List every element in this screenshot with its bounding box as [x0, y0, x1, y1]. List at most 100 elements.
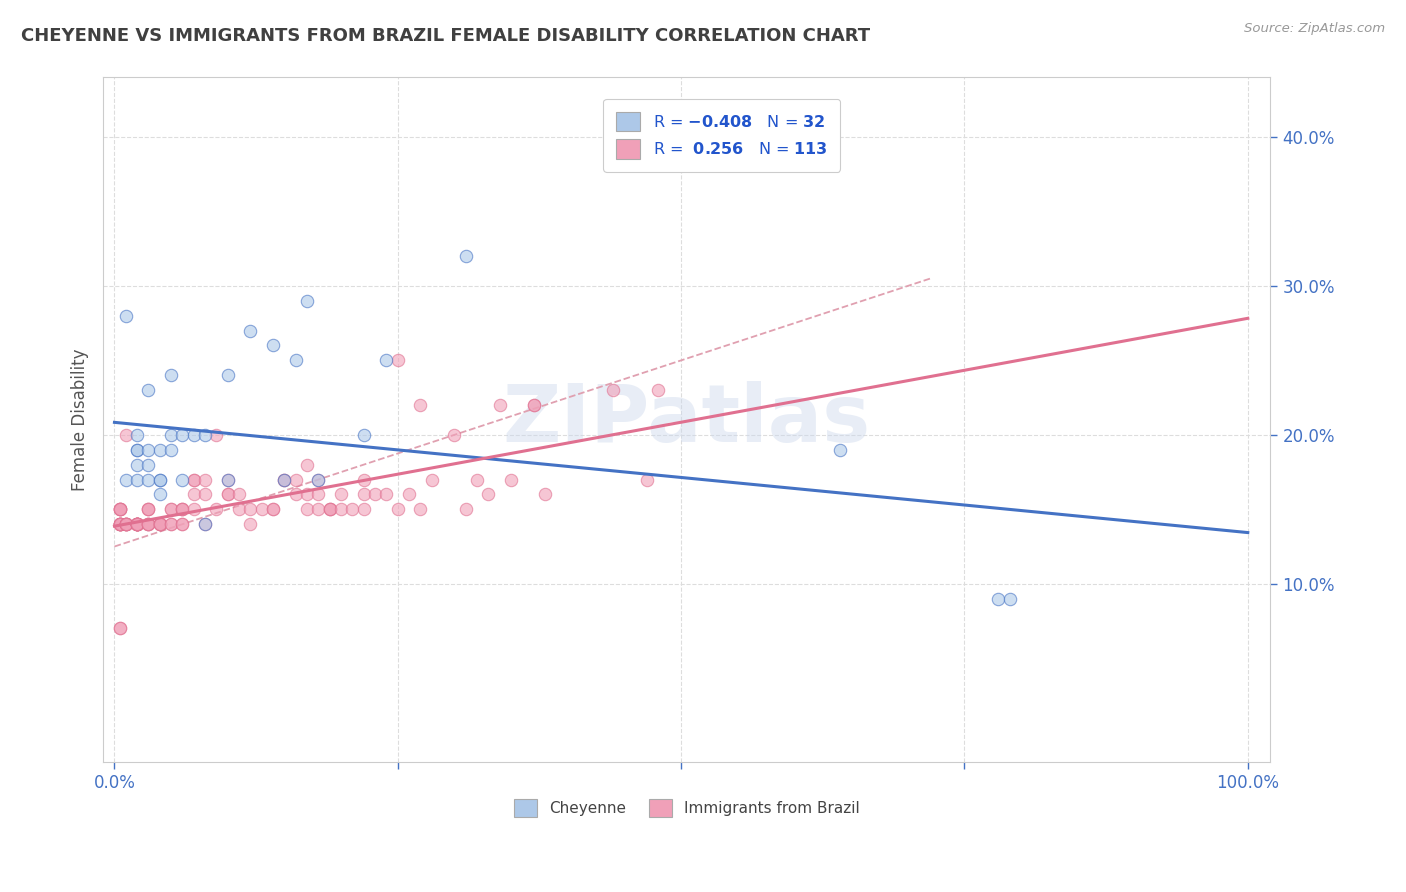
- Point: [239, 324, 262, 338]
- Point: [217, 487, 239, 501]
- Point: [183, 473, 205, 487]
- Point: [114, 309, 136, 323]
- Point: [194, 427, 217, 442]
- Point: [138, 517, 160, 532]
- Point: [398, 487, 420, 501]
- Point: [127, 517, 149, 532]
- Point: [138, 442, 160, 457]
- Point: [330, 487, 353, 501]
- Point: [183, 473, 205, 487]
- Point: [108, 517, 131, 532]
- Point: [172, 517, 194, 532]
- Point: [160, 502, 183, 516]
- Point: [127, 458, 149, 472]
- Point: [465, 473, 488, 487]
- Point: [375, 353, 398, 368]
- Point: [160, 517, 183, 532]
- Point: [205, 427, 228, 442]
- Point: [108, 502, 131, 516]
- Point: [228, 502, 250, 516]
- Text: CHEYENNE VS IMMIGRANTS FROM BRAZIL FEMALE DISABILITY CORRELATION CHART: CHEYENNE VS IMMIGRANTS FROM BRAZIL FEMAL…: [21, 27, 870, 45]
- Point: [114, 517, 136, 532]
- Point: [353, 473, 375, 487]
- Point: [114, 517, 136, 532]
- Point: [138, 502, 160, 516]
- Point: [127, 517, 149, 532]
- Point: [172, 502, 194, 516]
- Point: [228, 487, 250, 501]
- Point: [454, 249, 477, 263]
- Point: [217, 368, 239, 383]
- Point: [284, 353, 307, 368]
- Point: [160, 368, 183, 383]
- Point: [114, 517, 136, 532]
- Point: [250, 502, 273, 516]
- Point: [295, 293, 318, 308]
- Point: [127, 517, 149, 532]
- Point: [114, 517, 136, 532]
- Point: [127, 427, 149, 442]
- Point: [342, 502, 364, 516]
- Point: [108, 502, 131, 516]
- Point: [149, 517, 172, 532]
- Point: [194, 487, 217, 501]
- Point: [387, 353, 409, 368]
- Point: [308, 473, 330, 487]
- Point: [183, 487, 205, 501]
- Point: [443, 427, 465, 442]
- Point: [138, 517, 160, 532]
- Point: [387, 502, 409, 516]
- Point: [108, 517, 131, 532]
- Point: [149, 517, 172, 532]
- Point: [319, 502, 342, 516]
- Point: [602, 383, 624, 397]
- Y-axis label: Female Disability: Female Disability: [72, 349, 89, 491]
- Point: [108, 517, 131, 532]
- Point: [160, 517, 183, 532]
- Point: [353, 487, 375, 501]
- Point: [108, 517, 131, 532]
- Point: [409, 502, 432, 516]
- Point: [127, 517, 149, 532]
- Point: [138, 502, 160, 516]
- Point: [138, 502, 160, 516]
- Point: [273, 473, 295, 487]
- Point: [108, 517, 131, 532]
- Point: [114, 517, 136, 532]
- Point: [987, 591, 1010, 606]
- Point: [523, 398, 546, 412]
- Point: [194, 473, 217, 487]
- Point: [262, 502, 284, 516]
- Point: [647, 383, 669, 397]
- Legend: Cheyenne, Immigrants from Brazil: Cheyenne, Immigrants from Brazil: [508, 792, 866, 823]
- Point: [127, 517, 149, 532]
- Point: [172, 473, 194, 487]
- Point: [273, 473, 295, 487]
- Point: [160, 427, 183, 442]
- Point: [523, 398, 546, 412]
- Point: [138, 473, 160, 487]
- Point: [138, 517, 160, 532]
- Point: [149, 517, 172, 532]
- Point: [108, 502, 131, 516]
- Point: [534, 487, 557, 501]
- Point: [488, 398, 510, 412]
- Point: [501, 473, 523, 487]
- Point: [127, 473, 149, 487]
- Point: [172, 427, 194, 442]
- Point: [353, 502, 375, 516]
- Point: [194, 517, 217, 532]
- Point: [828, 442, 851, 457]
- Point: [127, 517, 149, 532]
- Point: [127, 517, 149, 532]
- Point: [160, 502, 183, 516]
- Point: [284, 487, 307, 501]
- Point: [364, 487, 387, 501]
- Point: [295, 487, 318, 501]
- Point: [127, 517, 149, 532]
- Point: [127, 442, 149, 457]
- Point: [172, 502, 194, 516]
- Point: [295, 502, 318, 516]
- Point: [477, 487, 499, 501]
- Point: [127, 442, 149, 457]
